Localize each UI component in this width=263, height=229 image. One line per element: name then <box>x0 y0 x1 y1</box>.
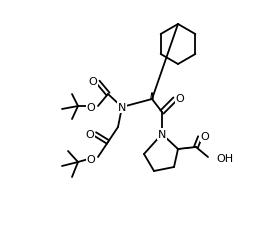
Text: O: O <box>86 129 94 139</box>
Text: N: N <box>158 129 166 139</box>
Text: OH: OH <box>216 153 233 163</box>
Text: O: O <box>176 94 184 104</box>
Text: O: O <box>86 103 95 112</box>
Text: O: O <box>89 77 97 87</box>
Text: N: N <box>118 103 126 112</box>
Text: O: O <box>201 131 209 141</box>
Text: O: O <box>86 154 95 164</box>
